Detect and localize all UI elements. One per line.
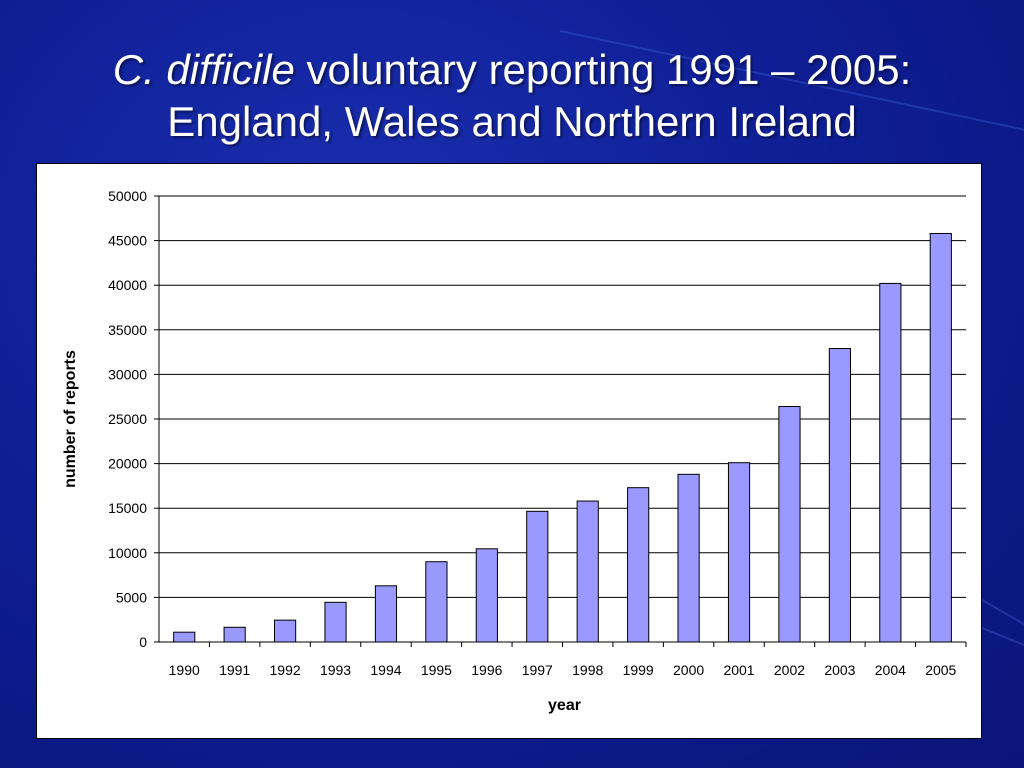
title-line-2: England, Wales and Northern Ireland [167, 98, 857, 145]
slide-title: C. difficile voluntary reporting 1991 – … [0, 44, 1024, 148]
title-line-1: C. difficile voluntary reporting 1991 – … [0, 44, 1024, 96]
bar [374, 585, 398, 643]
bar [627, 487, 650, 643]
bar-chart: 0 5000 10000 15000 20000 25000 30000 35000 40000… [62, 188, 967, 714]
x-tick-label: 2005 [925, 662, 956, 678]
x-tick-label: 1993 [320, 662, 351, 678]
x-tick-label: 2003 [824, 662, 855, 678]
x-tick-label: 1994 [370, 662, 401, 678]
y-tick-label: 0 [139, 634, 147, 650]
y-axis-label: number of reports [62, 350, 79, 488]
x-tick-label: 2004 [875, 662, 906, 678]
y-tick-label: 20000 [108, 456, 147, 472]
x-tick-label: 1996 [471, 662, 502, 678]
y-tick-label: 10000 [108, 545, 147, 561]
bar [425, 561, 448, 643]
x-tick-label: 1995 [421, 662, 452, 678]
y-tick-label: 50000 [108, 188, 147, 204]
chart-panel: 0 5000 10000 15000 20000 25000 30000 35000 40000… [36, 163, 982, 739]
y-tick-label: 25000 [108, 411, 147, 427]
y-tick-label: 30000 [108, 366, 147, 382]
y-tick-label: 5000 [116, 589, 147, 605]
bar [475, 548, 498, 643]
x-tick-label: 1998 [572, 662, 603, 678]
title-organism: C. difficile [112, 46, 295, 93]
bar [677, 473, 700, 643]
bar [223, 626, 246, 643]
x-tick-label: 1999 [623, 662, 654, 678]
bar [526, 510, 549, 643]
x-tick-label: 1997 [522, 662, 553, 678]
bar [173, 631, 196, 643]
title-text: voluntary reporting 1991 – 2005: [294, 46, 912, 93]
bar [778, 406, 801, 643]
y-tick-label: 15000 [108, 500, 147, 516]
y-tick-label: 45000 [108, 233, 147, 249]
bar [727, 462, 751, 643]
bar [929, 232, 952, 643]
x-tick-label: 1990 [169, 662, 200, 678]
x-tick-label: 1992 [270, 662, 301, 678]
bar [324, 601, 347, 643]
x-tick-label: 2001 [723, 662, 754, 678]
bar [576, 500, 599, 643]
x-tick-label: 2000 [673, 662, 704, 678]
bar [828, 348, 851, 643]
x-tick-label: 2002 [774, 662, 805, 678]
x-tick-label: 1991 [219, 662, 250, 678]
y-tick-label: 35000 [108, 322, 147, 338]
x-axis-label: year [548, 697, 581, 714]
bar [274, 619, 297, 643]
y-tick-label: 40000 [108, 277, 147, 293]
bar [879, 282, 902, 643]
